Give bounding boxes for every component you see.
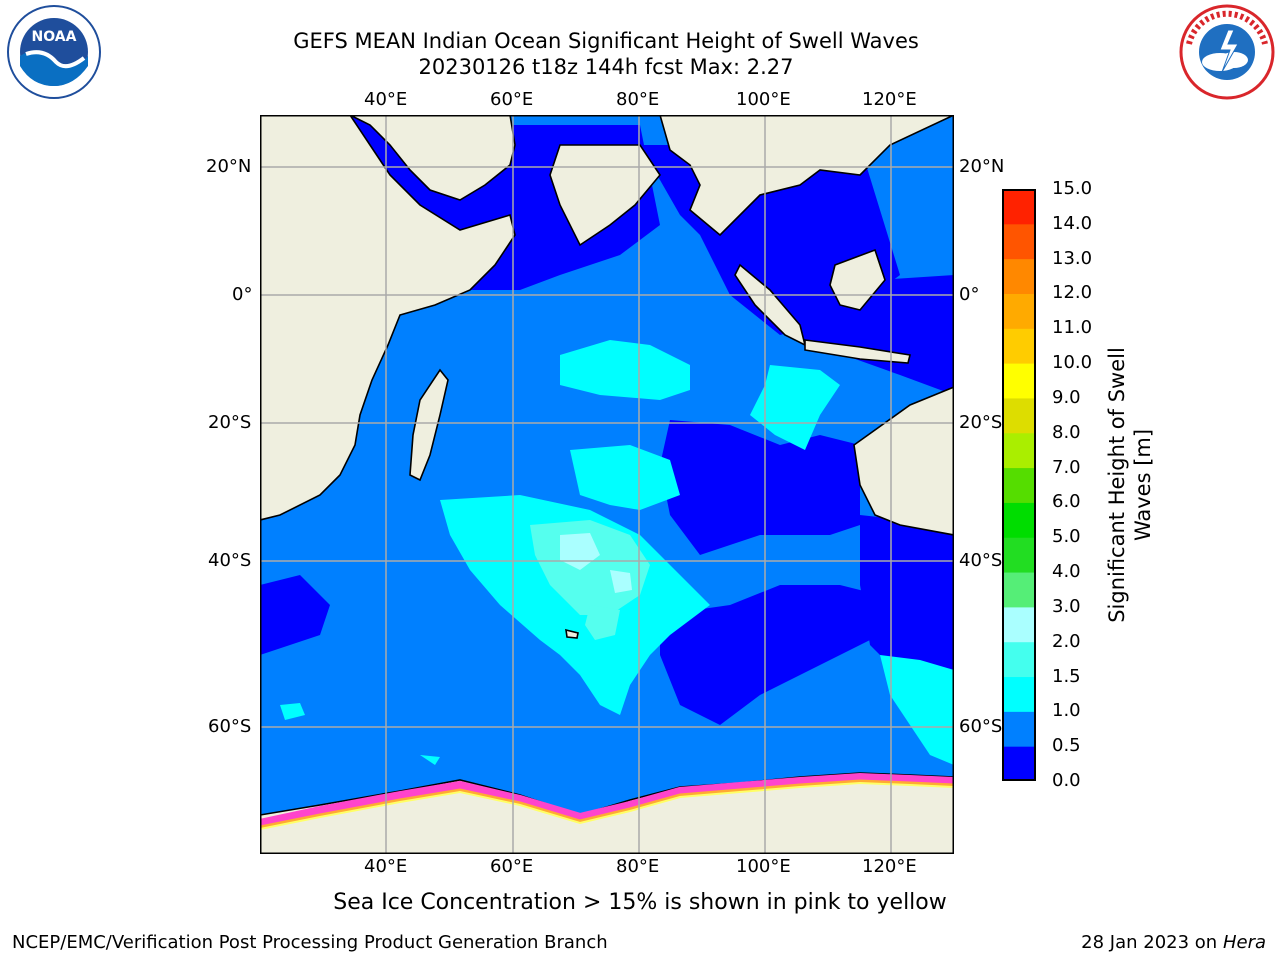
lat-tick-right-20s: 20°S bbox=[959, 412, 1003, 433]
lon-tick-bottom-60e: 60°E bbox=[490, 856, 534, 877]
indian-ocean-swell-map bbox=[260, 115, 954, 854]
lon-tick-bottom-120e: 120°E bbox=[862, 856, 917, 877]
colorbar-tick-label: 1.0 bbox=[1052, 700, 1081, 722]
colorbar-tick-label: 3.0 bbox=[1052, 595, 1081, 617]
colorbar-segment bbox=[1002, 189, 1036, 225]
colorbar-segment bbox=[1002, 363, 1036, 399]
colorbar-tick-label: 13.0 bbox=[1052, 247, 1093, 269]
colorbar-tick-label: 0.0 bbox=[1052, 770, 1081, 791]
colorbar-segment bbox=[1002, 397, 1036, 434]
colorbar-segment bbox=[1002, 572, 1036, 608]
colorbar-tick-label: 11.0 bbox=[1052, 317, 1093, 339]
footer-date-text: 28 Jan 2023 on bbox=[1081, 932, 1218, 953]
lon-tick-bottom-40e: 40°E bbox=[364, 856, 408, 877]
colorbar-tick-label: 1.5 bbox=[1052, 665, 1081, 687]
graticule bbox=[260, 115, 954, 854]
colorbar-segment bbox=[1002, 641, 1036, 678]
sea-ice-caption: Sea Ice Concentration > 15% is shown in … bbox=[333, 890, 947, 915]
lat-tick-left-20s: 20°S bbox=[208, 412, 252, 433]
colorbar-title-line2: Waves [m] bbox=[1131, 428, 1155, 542]
noaa-logo: NOAA bbox=[7, 5, 101, 99]
footer-host: Hera bbox=[1222, 932, 1266, 953]
lon-tick-bottom-100e: 100°E bbox=[736, 856, 791, 877]
colorbar-tick-label: 4.0 bbox=[1052, 561, 1081, 583]
colorbar-tick-label: 0.5 bbox=[1052, 735, 1081, 757]
lat-tick-left-60s: 60°S bbox=[208, 716, 252, 737]
lat-tick-right-60s: 60°S bbox=[959, 716, 1003, 737]
map-frame bbox=[260, 115, 954, 854]
chart-title-line2: 20230126 t18z 144h fcst Max: 2.27 bbox=[418, 55, 794, 79]
lon-tick-top-80e: 80°E bbox=[616, 89, 660, 110]
colorbar-segment bbox=[1002, 258, 1036, 294]
lat-tick-right-40s: 40°S bbox=[959, 550, 1003, 571]
footer-date: 28 Jan 2023 on Hera bbox=[1081, 932, 1266, 953]
lon-tick-top-40e: 40°E bbox=[364, 89, 408, 110]
land-masses bbox=[260, 115, 954, 854]
colorbar-tick-label: 2.0 bbox=[1052, 630, 1081, 652]
colorbar-segment bbox=[1002, 467, 1036, 503]
lat-tick-left-40s: 40°S bbox=[208, 550, 252, 571]
lat-tick-left-20n: 20°N bbox=[206, 156, 252, 177]
lon-tick-top-100e: 100°E bbox=[736, 89, 791, 110]
colorbar-tick-label: 10.0 bbox=[1052, 352, 1093, 374]
colorbar-segment bbox=[1002, 711, 1036, 747]
colorbar-segment bbox=[1002, 676, 1036, 712]
colorbar-title-line1: Significant Height of Swell bbox=[1105, 347, 1129, 623]
colorbar-tick-label: 15.0 bbox=[1052, 178, 1093, 199]
colorbar-frame bbox=[1002, 189, 1036, 781]
colorbar bbox=[1002, 189, 1036, 781]
sea-ice-fringe bbox=[260, 772, 954, 830]
colorbar-segment bbox=[1002, 293, 1036, 329]
nws-logo bbox=[1179, 4, 1275, 100]
lat-tick-right-0: 0° bbox=[959, 284, 980, 305]
svg-text:NOAA: NOAA bbox=[32, 29, 77, 45]
colorbar-segment bbox=[1002, 746, 1036, 781]
colorbar-tick-label: 6.0 bbox=[1052, 491, 1081, 513]
colorbar-tick-label: 5.0 bbox=[1052, 526, 1081, 548]
colorbar-segment bbox=[1002, 223, 1036, 260]
colorbar-tick-label: 7.0 bbox=[1052, 456, 1081, 478]
lon-tick-top-60e: 60°E bbox=[490, 89, 534, 110]
colorbar-tick-label: 12.0 bbox=[1052, 282, 1093, 304]
colorbar-tick-label: 8.0 bbox=[1052, 421, 1081, 443]
lat-tick-right-20n: 20°N bbox=[959, 156, 1005, 177]
colorbar-segment bbox=[1002, 537, 1036, 573]
colorbar-segment bbox=[1002, 432, 1036, 469]
colorbar-tick-label: 9.0 bbox=[1052, 386, 1081, 408]
colorbar-segment bbox=[1002, 502, 1036, 538]
footer-credit: NCEP/EMC/Verification Post Processing Pr… bbox=[12, 932, 608, 953]
lon-tick-top-120e: 120°E bbox=[862, 89, 917, 110]
colorbar-title: Significant Height of Swell Waves [m] bbox=[1104, 347, 1156, 623]
colorbar-segment bbox=[1002, 606, 1036, 643]
chart-title-line1: GEFS MEAN Indian Ocean Significant Heigh… bbox=[293, 29, 919, 53]
colorbar-tick-label: 14.0 bbox=[1052, 212, 1093, 234]
colorbar-segment bbox=[1002, 328, 1036, 364]
lat-tick-left-0: 0° bbox=[232, 284, 253, 305]
lon-tick-bottom-80e: 80°E bbox=[616, 856, 660, 877]
